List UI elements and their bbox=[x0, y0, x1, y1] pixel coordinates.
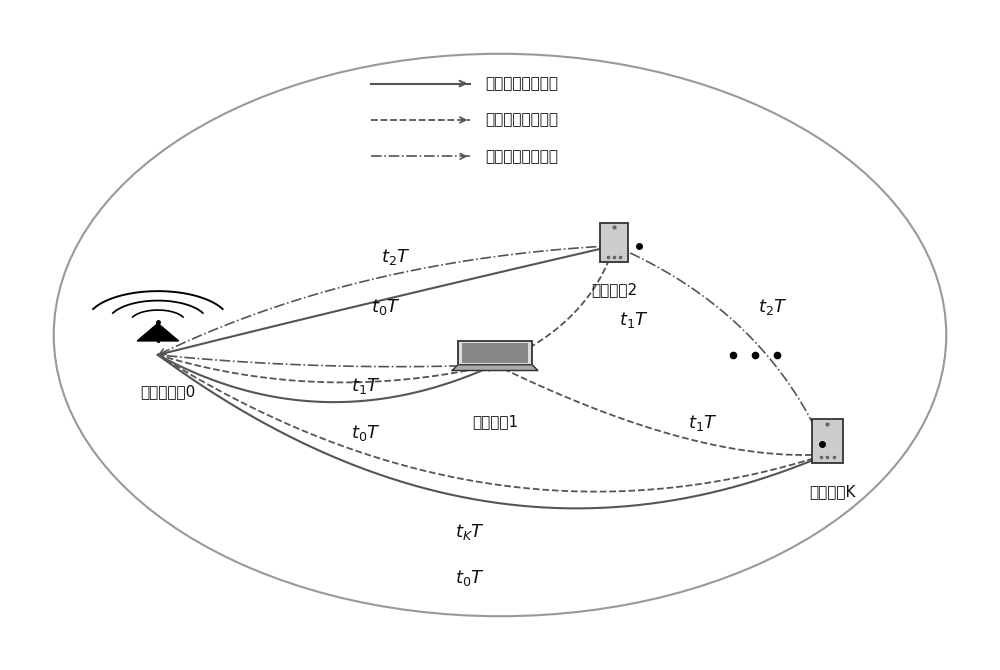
Text: $t_1T$: $t_1T$ bbox=[619, 310, 649, 330]
Text: 上行链路能量采集: 上行链路能量采集 bbox=[485, 149, 558, 164]
Text: $t_KT$: $t_KT$ bbox=[455, 522, 485, 542]
Text: $t_0T$: $t_0T$ bbox=[351, 423, 381, 443]
Text: 综合接入点0: 综合接入点0 bbox=[140, 385, 195, 399]
Text: $t_0T$: $t_0T$ bbox=[371, 297, 401, 317]
Text: 用户节点1: 用户节点1 bbox=[472, 415, 518, 429]
Text: $t_2T$: $t_2T$ bbox=[758, 297, 788, 317]
Text: $t_0T$: $t_0T$ bbox=[455, 568, 485, 588]
Polygon shape bbox=[137, 324, 179, 341]
Bar bbox=[600, 222, 628, 262]
Bar bbox=[462, 343, 528, 362]
Bar bbox=[812, 419, 843, 463]
Polygon shape bbox=[452, 364, 538, 371]
Text: $t_1T$: $t_1T$ bbox=[351, 377, 381, 396]
Bar bbox=[458, 341, 532, 364]
Text: 用户节点2: 用户节点2 bbox=[591, 282, 637, 297]
Text: $t_2T$: $t_2T$ bbox=[381, 247, 411, 267]
Text: 上行链路信息传输: 上行链路信息传输 bbox=[485, 113, 558, 127]
Text: $t_1T$: $t_1T$ bbox=[688, 413, 718, 433]
Text: 用户节点K: 用户节点K bbox=[809, 484, 855, 499]
Text: 下行链路能量传输: 下行链路能量传输 bbox=[485, 76, 558, 91]
